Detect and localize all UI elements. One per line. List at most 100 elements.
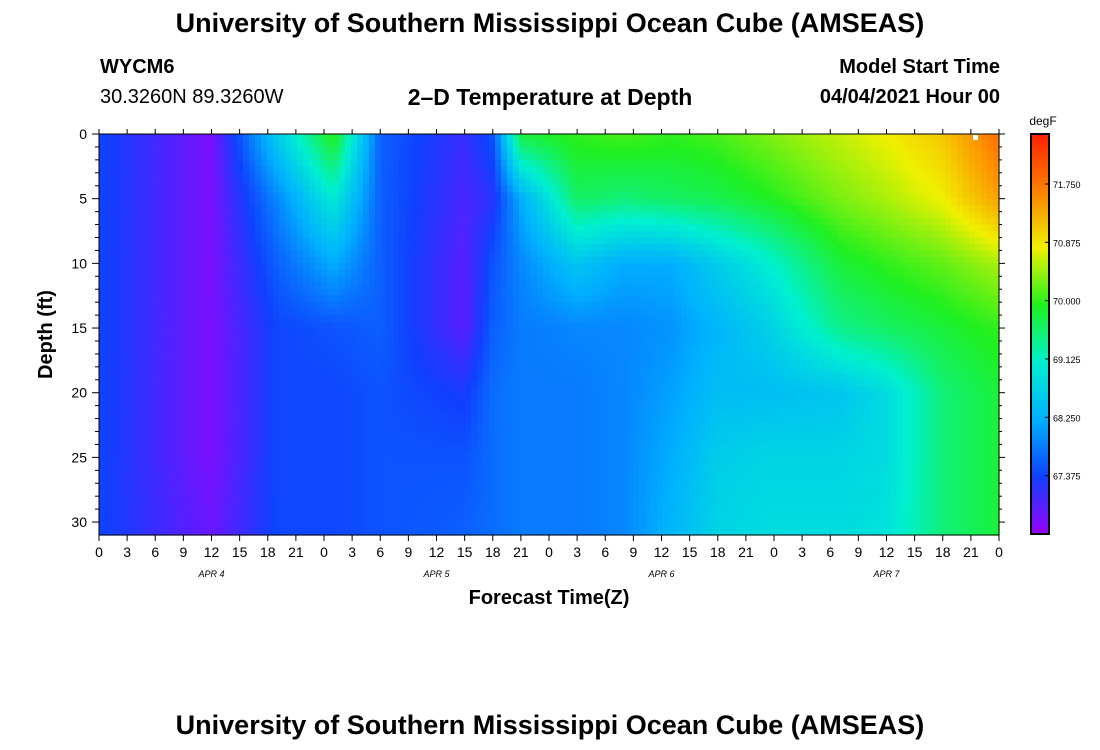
heatmap-cell — [249, 250, 256, 258]
heatmap-cell — [795, 308, 802, 316]
heatmap-cell — [981, 218, 988, 226]
heatmap-cell — [669, 315, 676, 323]
heatmap-cell — [411, 308, 418, 316]
heatmap-cells — [99, 134, 1000, 536]
heatmap-cell — [759, 198, 766, 206]
heatmap-cell — [975, 269, 982, 277]
heatmap-cell — [765, 211, 772, 219]
heatmap-cell — [795, 302, 802, 310]
heatmap-cell — [753, 192, 760, 200]
heatmap-cell — [213, 211, 220, 219]
heatmap-cell — [195, 198, 202, 206]
heatmap-cell — [699, 185, 706, 193]
heatmap-cell — [153, 179, 160, 187]
heatmap-cell — [309, 289, 316, 297]
heatmap-cell — [189, 347, 196, 355]
heatmap-cell — [333, 231, 340, 239]
heatmap-cell — [219, 224, 226, 232]
heatmap-cell — [621, 243, 628, 252]
heatmap-cell — [657, 140, 664, 148]
heatmap-cell — [393, 328, 400, 336]
heatmap-cell — [981, 340, 988, 349]
heatmap-cell — [423, 340, 430, 349]
heatmap-cell — [333, 321, 340, 329]
heatmap-cell — [669, 269, 676, 277]
heatmap-cell — [993, 289, 1000, 297]
heatmap-cell — [501, 140, 508, 148]
heatmap-cell — [723, 198, 730, 206]
heatmap-cell — [273, 289, 280, 297]
heatmap-cell — [837, 159, 844, 167]
heatmap-cell — [141, 315, 148, 323]
heatmap-cell — [525, 146, 532, 155]
heatmap-cell — [183, 198, 190, 206]
heatmap-cell — [417, 308, 424, 316]
heatmap-cell — [819, 159, 826, 167]
heatmap-cell — [615, 166, 622, 174]
heatmap-cell — [483, 295, 490, 303]
heatmap-cell — [249, 146, 256, 155]
heatmap-cell — [369, 250, 376, 258]
heatmap-cell — [435, 256, 442, 264]
heatmap-cell — [477, 237, 484, 245]
heatmap-cell — [345, 140, 352, 148]
heatmap-cell — [237, 269, 244, 277]
heatmap-cell — [915, 302, 922, 310]
heatmap-cell — [675, 224, 682, 232]
heatmap-cell — [921, 263, 928, 271]
heatmap-cell — [759, 166, 766, 174]
heatmap-cell — [963, 295, 970, 303]
heatmap-cell — [735, 211, 742, 219]
heatmap-cell — [597, 276, 604, 284]
heatmap-cell — [873, 211, 880, 219]
heatmap-cell — [453, 269, 460, 277]
heatmap-cell — [987, 302, 994, 310]
heatmap-cell — [825, 263, 832, 271]
heatmap-cell — [489, 250, 496, 258]
heatmap-cell — [285, 269, 292, 277]
heatmap-cell — [639, 276, 646, 284]
heatmap-cell — [285, 179, 292, 187]
heatmap-cell — [333, 289, 340, 297]
heatmap-cell — [387, 153, 394, 161]
heatmap-cell — [399, 140, 406, 148]
heatmap-cell — [225, 289, 232, 297]
heatmap-cell — [435, 192, 442, 200]
heatmap-cell — [495, 224, 502, 232]
heatmap-cell — [519, 134, 526, 142]
heatmap-cell — [441, 295, 448, 303]
heatmap-cell — [195, 211, 202, 219]
heatmap-cell — [405, 237, 412, 245]
heatmap-cell — [693, 250, 700, 258]
heatmap-cell — [741, 237, 748, 245]
heatmap-cell — [267, 159, 274, 167]
heatmap-cell — [111, 159, 118, 167]
heatmap-cell — [255, 153, 262, 161]
heatmap-cell — [513, 321, 520, 329]
heatmap-cell — [645, 263, 652, 271]
heatmap-cell — [147, 321, 154, 329]
heatmap-cell — [249, 328, 256, 336]
heatmap-cell — [801, 179, 808, 187]
heatmap-cell — [423, 295, 430, 303]
heatmap-cell — [903, 256, 910, 264]
heatmap-cell — [801, 328, 808, 336]
heatmap-cell — [261, 295, 268, 303]
heatmap-cell — [117, 218, 124, 226]
heatmap-cell — [387, 146, 394, 155]
heatmap-cell — [471, 302, 478, 310]
heatmap-cell — [327, 289, 334, 297]
heatmap-cell — [645, 276, 652, 284]
heatmap-cell — [207, 237, 214, 245]
heatmap-cell — [255, 269, 262, 277]
heatmap-cell — [777, 153, 784, 161]
heatmap-cell — [507, 172, 514, 180]
heatmap-cell — [213, 192, 220, 200]
heatmap-cell — [165, 282, 172, 290]
heatmap-cell — [501, 263, 508, 271]
heatmap-cell — [237, 308, 244, 316]
heatmap-cell — [855, 153, 862, 161]
heatmap-cell — [147, 192, 154, 200]
heatmap-cell — [927, 146, 934, 155]
heatmap-cell — [687, 159, 694, 167]
